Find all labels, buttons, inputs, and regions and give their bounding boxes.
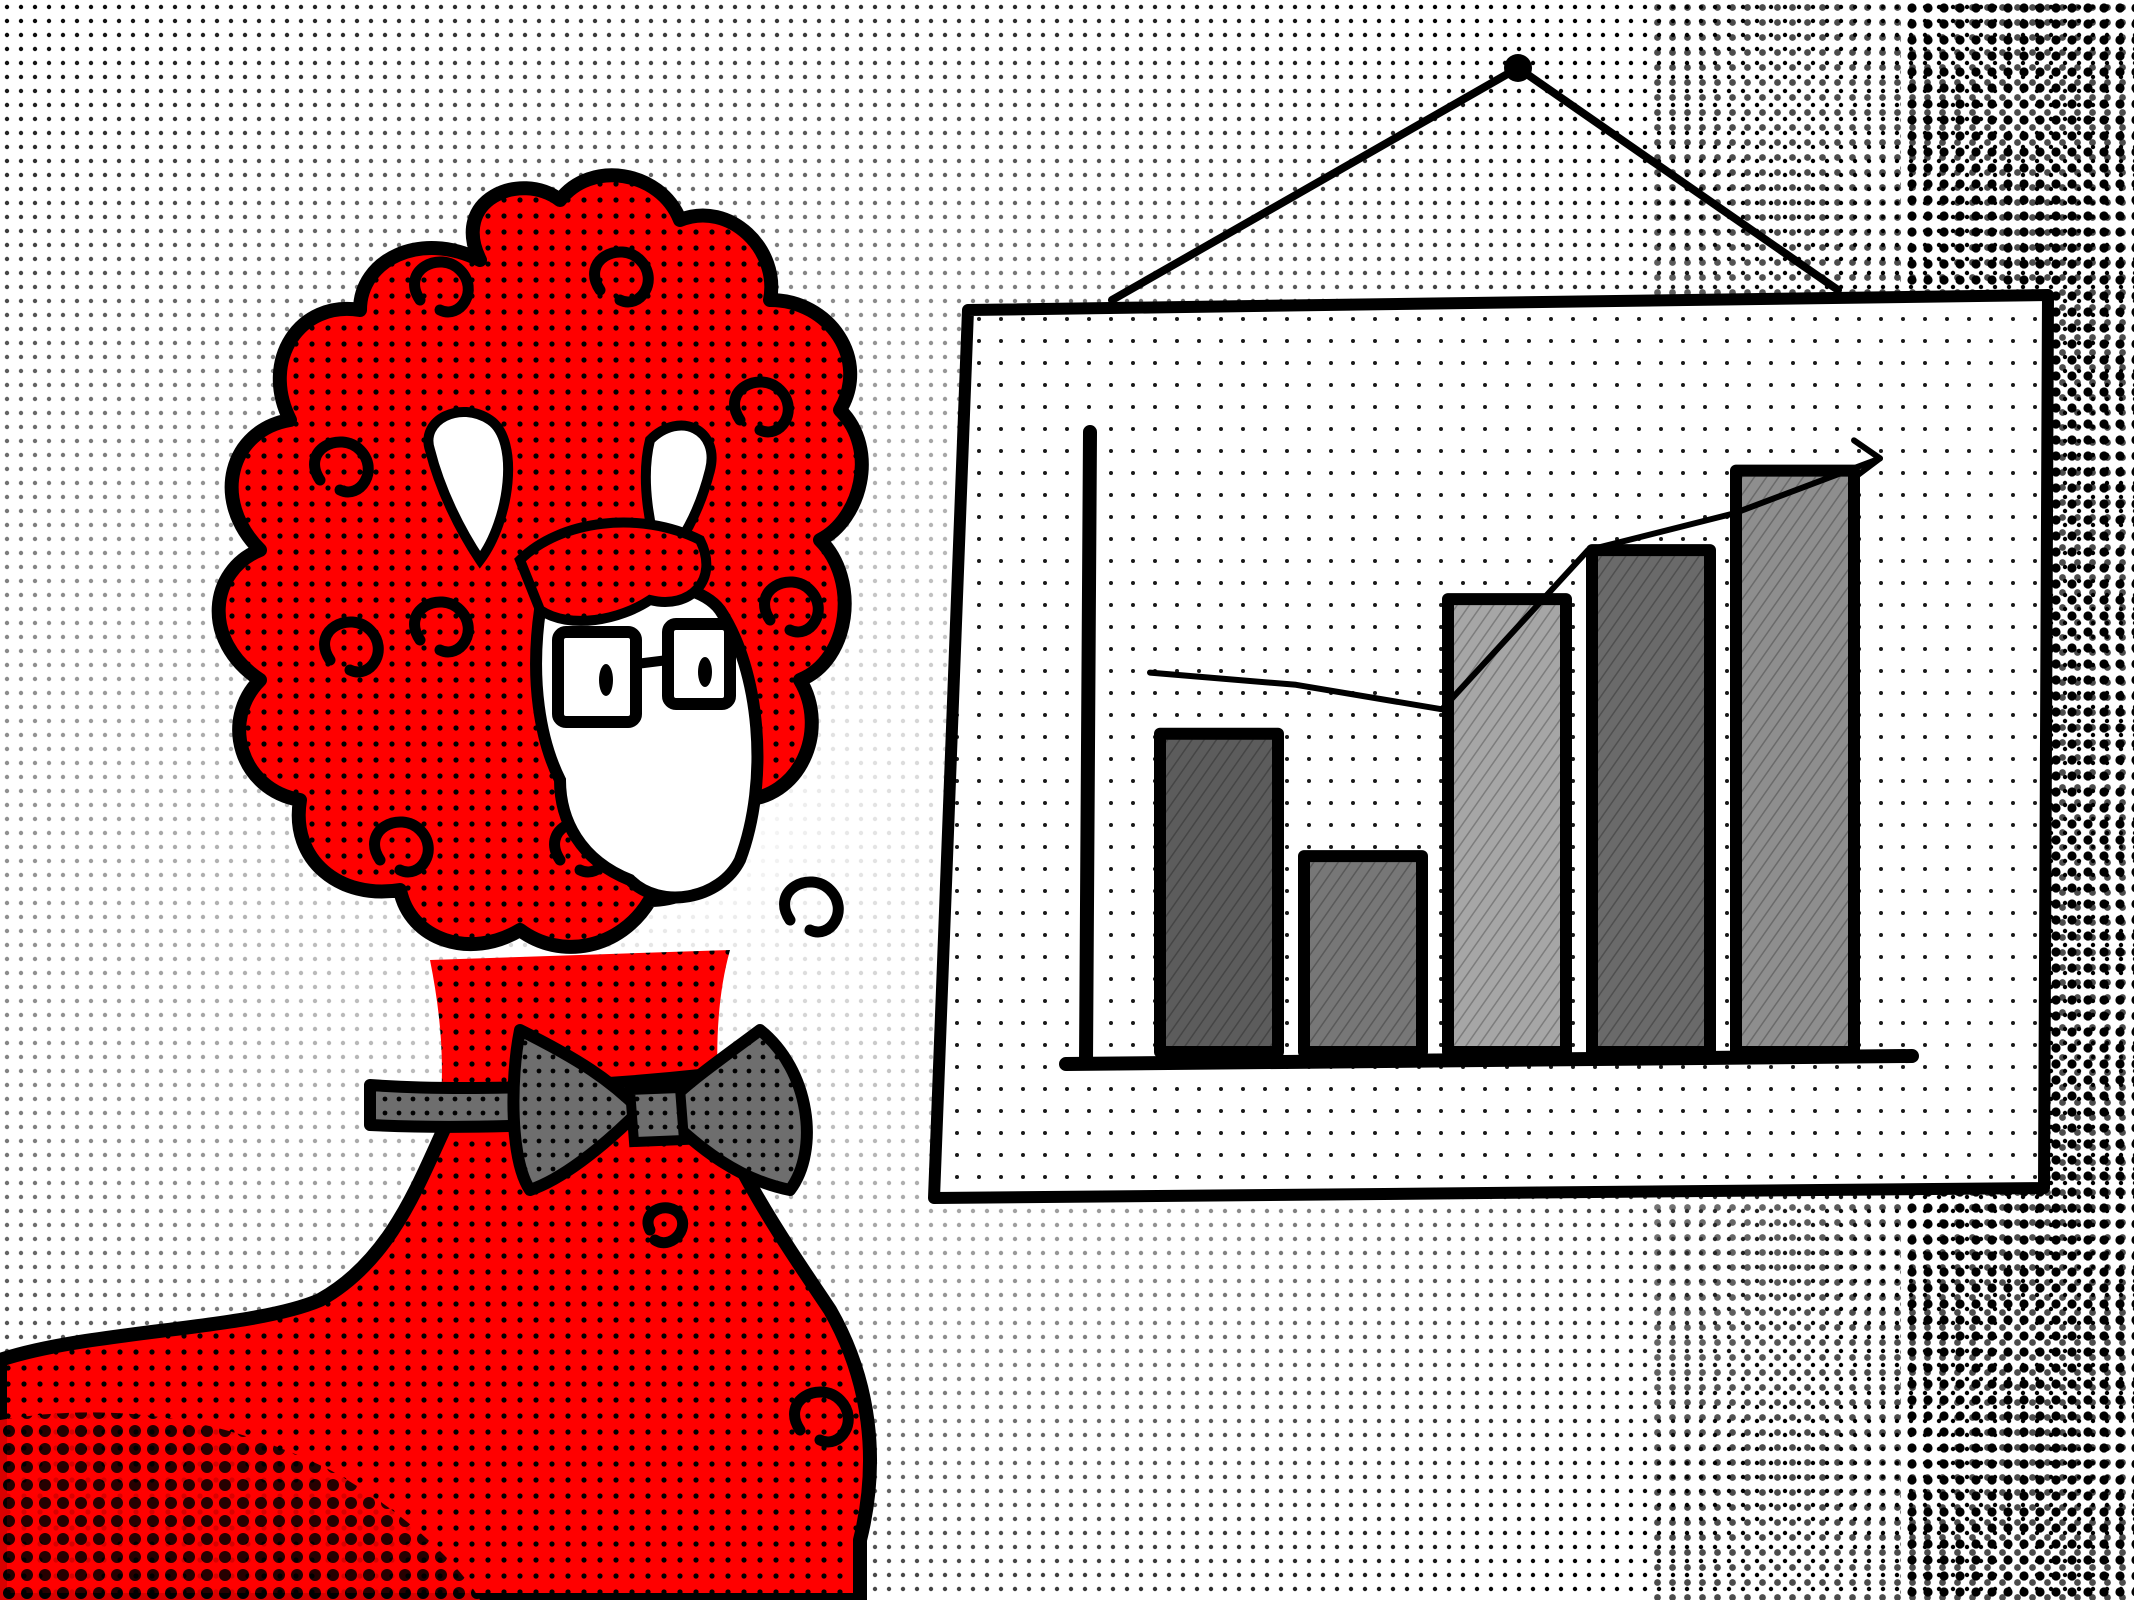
trend-line [1147,455,1883,713]
bar-chart [1059,425,1919,1071]
red-sheep-character [0,168,877,1600]
y-axis [1079,425,1097,1069]
eye-right [698,657,712,687]
trend-arrow-icon [1851,437,1883,480]
chart-bar-texture [1166,739,1272,1046]
chart-bar-texture [1742,476,1848,1047]
ear-left [423,406,514,569]
chart-bar-texture [1598,556,1704,1046]
chart-bar-texture [1310,862,1416,1046]
chart-bar-texture [1454,605,1560,1046]
hanging-board [928,54,2054,1204]
nail-icon [1504,54,1532,82]
glasses-icon [552,618,736,728]
bowtie-icon [364,1024,813,1196]
eye-left [599,664,613,696]
